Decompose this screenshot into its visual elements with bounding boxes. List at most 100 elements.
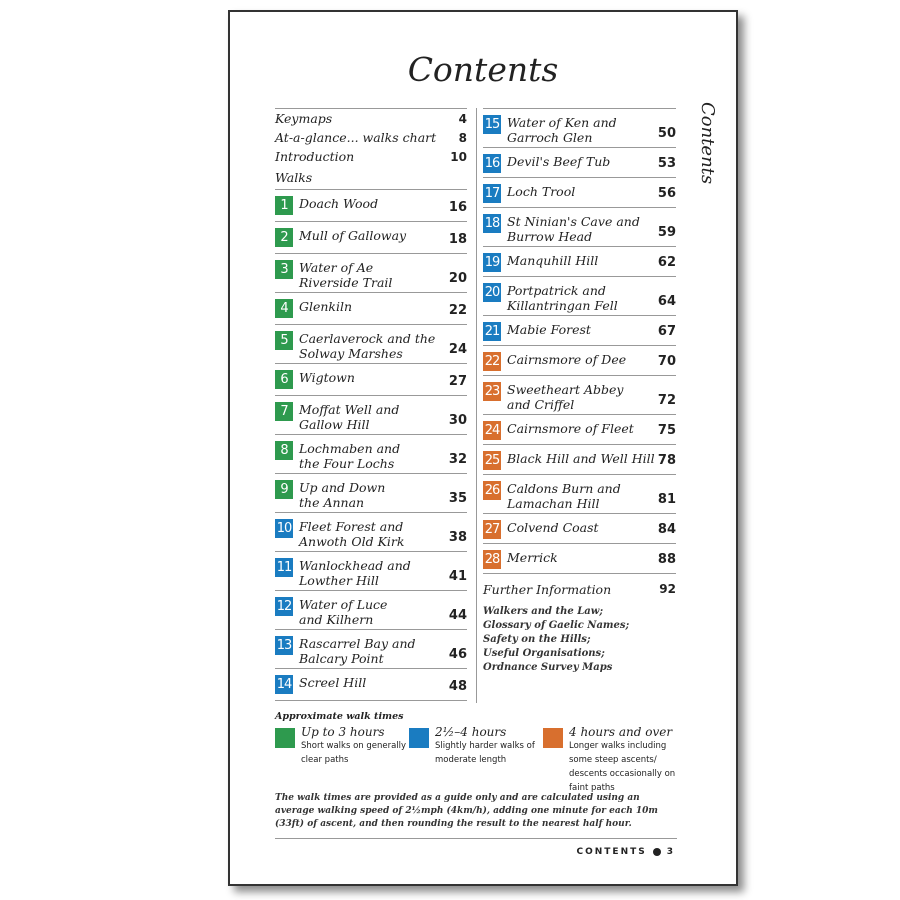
walk-entry[interactable]: 1 Doach Wood 16 bbox=[275, 190, 467, 222]
walk-entry[interactable]: 7 Moffat Well and Gallow Hill 30 bbox=[275, 396, 467, 435]
walk-entry[interactable]: 28 Merrick 88 bbox=[483, 544, 676, 574]
walk-page: 62 bbox=[657, 255, 676, 270]
walk-name: Black Hill and Well Hill bbox=[507, 451, 655, 466]
walk-entry[interactable]: 2 Mull of Galloway 18 bbox=[275, 222, 467, 254]
walks-heading: Walks bbox=[275, 166, 467, 190]
walk-name: Wanlockhead and Lowther Hill bbox=[299, 558, 411, 588]
walk-name: St Ninian's Cave and Burrow Head bbox=[507, 214, 640, 244]
walk-page: 32 bbox=[448, 452, 467, 467]
contents-right-column: 15 Water of Ken and Garroch Glen 50 16 Devil'… bbox=[483, 108, 676, 675]
walk-entry[interactable]: 11 Wanlockhead and Lowther Hill 41 bbox=[275, 552, 467, 591]
walk-entry[interactable]: 24 Cairnsmore of Fleet 75 bbox=[483, 415, 676, 445]
walk-number-badge: 10 bbox=[275, 519, 293, 538]
walk-page: 41 bbox=[448, 569, 467, 584]
walk-entry[interactable]: 18 St Ninian's Cave and Burrow Head 59 bbox=[483, 208, 676, 247]
walk-number-badge: 21 bbox=[483, 322, 501, 341]
walk-page: 50 bbox=[657, 126, 676, 141]
walk-name: Mabie Forest bbox=[507, 322, 591, 337]
walk-entry[interactable]: 20 Portpatrick and Killantringan Fell 64 bbox=[483, 277, 676, 316]
walk-name: Manquhill Hill bbox=[507, 253, 599, 268]
walk-number-badge: 12 bbox=[275, 597, 293, 616]
walk-number-badge: 9 bbox=[275, 480, 293, 499]
walk-number-badge: 23 bbox=[483, 382, 501, 401]
walk-entry[interactable]: 3 Water of Ae Riverside Trail 20 bbox=[275, 254, 467, 293]
legend-item: 4 hours and over Longer walks including s… bbox=[543, 725, 677, 795]
walk-page: 24 bbox=[448, 342, 467, 357]
walk-entry[interactable]: 17 Loch Trool 56 bbox=[483, 178, 676, 208]
bullet-icon bbox=[652, 848, 661, 856]
contents-entry[interactable]: Keymaps 4 bbox=[275, 111, 467, 126]
page-title: Contents bbox=[407, 50, 559, 89]
contents-left-column: Keymaps 4 At-a-glance... walks chart 8 Intro… bbox=[275, 108, 467, 701]
walk-page: 18 bbox=[448, 232, 467, 247]
walk-page: 64 bbox=[657, 294, 676, 309]
walk-page: 48 bbox=[448, 679, 467, 694]
walk-page: 27 bbox=[448, 374, 467, 389]
walk-page: 30 bbox=[448, 413, 467, 428]
walk-name: Caerlaverock and the Solway Marshes bbox=[299, 331, 436, 361]
walk-page: 20 bbox=[448, 271, 467, 286]
walk-entry[interactable]: 16 Devil's Beef Tub 53 bbox=[483, 148, 676, 178]
walk-name: Wigtown bbox=[299, 370, 355, 385]
walk-page: 38 bbox=[448, 530, 467, 545]
walk-number-badge: 18 bbox=[483, 214, 501, 233]
column-divider bbox=[476, 108, 477, 703]
walk-page: 46 bbox=[448, 647, 467, 662]
walk-number-badge: 15 bbox=[483, 115, 501, 134]
walk-page: 35 bbox=[448, 491, 467, 506]
walk-entry[interactable]: 10 Fleet Forest and Anwoth Old Kirk 38 bbox=[275, 513, 467, 552]
walk-entry[interactable]: 22 Cairnsmore of Dee 70 bbox=[483, 346, 676, 376]
walk-entry[interactable]: 26 Caldons Burn and Lamachan Hill 81 bbox=[483, 475, 676, 514]
further-information[interactable]: Further Information 92 bbox=[483, 582, 676, 597]
walk-number-badge: 4 bbox=[275, 299, 293, 318]
walk-entry[interactable]: 13 Rascarrel Bay and Balcary Point 46 bbox=[275, 630, 467, 669]
walk-number-badge: 6 bbox=[275, 370, 293, 389]
walk-number-badge: 5 bbox=[275, 331, 293, 350]
legend-swatch bbox=[275, 728, 295, 748]
walk-entry[interactable]: 25 Black Hill and Well Hill 78 bbox=[483, 445, 676, 475]
walk-page: 72 bbox=[657, 393, 676, 408]
walk-number-badge: 22 bbox=[483, 352, 501, 371]
contents-entry[interactable]: Introduction 10 bbox=[275, 149, 467, 164]
walk-name: Cairnsmore of Fleet bbox=[507, 421, 634, 436]
walk-name: Portpatrick and Killantringan Fell bbox=[507, 283, 618, 313]
legend-title: Approximate walk times bbox=[275, 711, 404, 722]
walk-entry[interactable]: 23 Sweetheart Abbey and Criffel 72 bbox=[483, 376, 676, 415]
walk-entry[interactable]: 19 Manquhill Hill 62 bbox=[483, 247, 676, 277]
walk-name: Water of Ken and Garroch Glen bbox=[507, 115, 617, 145]
walk-entry[interactable]: 27 Colvend Coast 84 bbox=[483, 514, 676, 544]
walk-entry[interactable]: 12 Water of Luce and Kilhern 44 bbox=[275, 591, 467, 630]
walk-entry[interactable]: 6 Wigtown 27 bbox=[275, 364, 467, 396]
legend-swatch bbox=[409, 728, 429, 748]
walk-number-badge: 20 bbox=[483, 283, 501, 302]
walk-name: Up and Down the Annan bbox=[299, 480, 386, 510]
walk-name: Water of Luce and Kilhern bbox=[299, 597, 388, 627]
walk-name: Loch Trool bbox=[507, 184, 576, 199]
walk-name: Cairnsmore of Dee bbox=[507, 352, 627, 367]
walk-name: Fleet Forest and Anwoth Old Kirk bbox=[299, 519, 405, 549]
walk-entry[interactable]: 15 Water of Ken and Garroch Glen 50 bbox=[483, 109, 676, 148]
walk-times-note: The walk times are provided as a guide o… bbox=[275, 793, 658, 829]
walk-name: Screel Hill bbox=[299, 675, 367, 690]
walk-number-badge: 3 bbox=[275, 260, 293, 279]
walk-number-badge: 11 bbox=[275, 558, 293, 577]
walk-name: Water of Ae Riverside Trail bbox=[299, 260, 393, 290]
contents-entry[interactable]: At-a-glance... walks chart 8 bbox=[275, 130, 467, 145]
walk-entry[interactable]: 9 Up and Down the Annan 35 bbox=[275, 474, 467, 513]
walk-number-badge: 8 bbox=[275, 441, 293, 460]
walk-entry[interactable]: 4 Glenkiln 22 bbox=[275, 293, 467, 325]
walk-number-badge: 7 bbox=[275, 402, 293, 421]
walk-entry[interactable]: 8 Lochmaben and the Four Lochs 32 bbox=[275, 435, 467, 474]
walk-name: Moffat Well and Gallow Hill bbox=[299, 402, 400, 432]
walk-entry[interactable]: 14 Screel Hill 48 bbox=[275, 669, 467, 701]
walk-page: 88 bbox=[657, 552, 676, 567]
footer-rule bbox=[275, 838, 677, 839]
walk-page: 84 bbox=[657, 522, 676, 537]
walk-number-badge: 14 bbox=[275, 675, 293, 694]
legend-swatch bbox=[543, 728, 563, 748]
walk-name: Mull of Galloway bbox=[299, 228, 407, 243]
walk-entry[interactable]: 5 Caerlaverock and the Solway Marshes 24 bbox=[275, 325, 467, 364]
walk-entry[interactable]: 21 Mabie Forest 67 bbox=[483, 316, 676, 346]
legend-item: Up to 3 hours Short walks on generally cl… bbox=[275, 725, 409, 795]
legend-item: 2½–4 hours Slightly harder walks of moder… bbox=[409, 725, 543, 795]
